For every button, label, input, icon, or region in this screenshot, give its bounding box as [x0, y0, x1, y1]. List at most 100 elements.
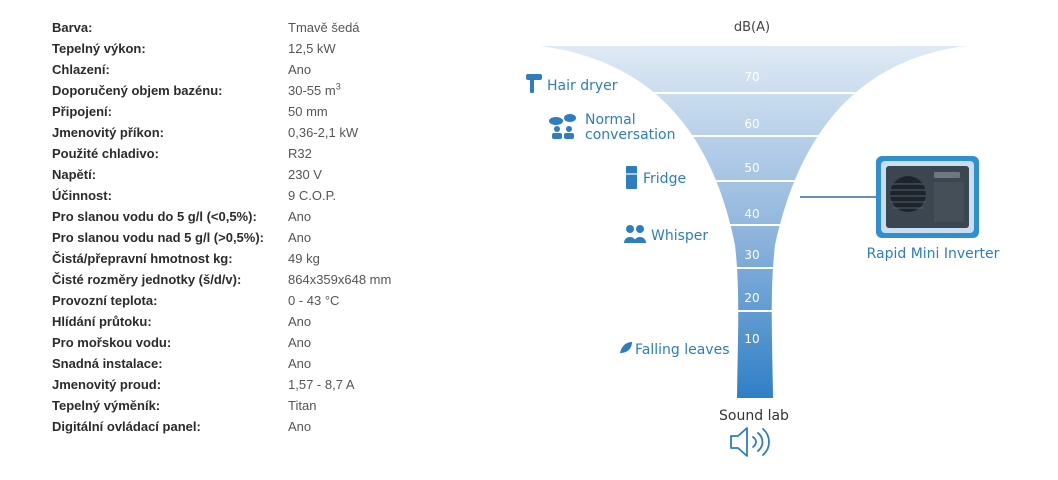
level-label: 20 — [744, 291, 759, 305]
spec-label: Jmenovitý proud: — [52, 377, 162, 392]
spec-value-text: Ano — [288, 209, 312, 224]
spec-value-text: 0 - 43 °C — [288, 293, 340, 308]
spec-row: Hlídání průtoku: Ano — [52, 311, 472, 332]
spec-label: Barva: — [52, 20, 93, 35]
product-name: Rapid Mini Inverter — [867, 246, 1000, 262]
spec-label: Jmenovitý příkon: — [52, 125, 164, 140]
spec-value: 230 V — [288, 164, 322, 185]
spec-label: Tepelný výměník: — [52, 398, 161, 413]
spec-label: Snadná instalace: — [52, 356, 163, 371]
spec-label: Připojení: — [52, 104, 112, 119]
spec-value-text: 12,5 kW — [288, 41, 336, 56]
speaker-icon — [730, 427, 770, 457]
spec-value: Ano — [288, 332, 311, 353]
spec-label: Čisté rozměry jednotky (š/d/v): — [52, 272, 242, 287]
spec-row: Digitální ovládací panel: Ano — [52, 416, 472, 437]
spec-value-text: Ano — [288, 62, 312, 77]
spec-label: Napětí: — [52, 167, 97, 182]
spec-value-text: 49 kg — [288, 251, 320, 266]
spec-value: R32 — [288, 143, 312, 164]
fridge-label: Fridge — [643, 171, 686, 187]
spec-value: 12,5 kW — [288, 38, 336, 59]
spec-value: Tmavě šedá — [288, 17, 360, 38]
spec-value-text: Ano — [288, 314, 312, 329]
spec-value: Ano — [288, 227, 311, 248]
spec-value-text: R32 — [288, 146, 312, 161]
spec-label: Chlazení: — [52, 62, 110, 77]
spec-row: Pro mořskou vodu: Ano — [52, 332, 472, 353]
spec-value: 50 mm — [288, 101, 328, 122]
spec-value-text: 230 V — [288, 167, 322, 182]
spec-label: Pro slanou vodu do 5 g/l (<0,5%): — [52, 209, 257, 224]
spec-row: Snadná instalace: Ano — [52, 353, 472, 374]
spec-value-text: 9 C.O.P. — [288, 188, 337, 203]
unit-label: dB(A) — [734, 20, 770, 35]
spec-value: 49 kg — [288, 248, 320, 269]
spec-label: Hlídání průtoku: — [52, 314, 152, 329]
spec-label: Pro mořskou vodu: — [52, 335, 172, 350]
spec-value-text: 864x359x648 mm — [288, 272, 392, 287]
spec-row: Připojení: 50 mm — [52, 101, 472, 122]
spec-label: Použité chladivo: — [52, 146, 159, 161]
level-dividers — [630, 92, 868, 312]
level-label: 30 — [744, 248, 759, 262]
spec-value: Ano — [288, 353, 311, 374]
spec-value-text: Ano — [288, 230, 312, 245]
spec-value: 9 C.O.P. — [288, 185, 336, 206]
falling-leaves-label: Falling leaves — [635, 342, 730, 358]
spec-value-text: Ano — [288, 335, 312, 350]
fridge-icon — [626, 166, 637, 189]
spec-value: 1,57 - 8,7 A — [288, 374, 355, 395]
heat-pump-image — [876, 156, 979, 238]
spec-value-text: Ano — [288, 419, 312, 434]
spec-value: Ano — [288, 206, 311, 227]
spec-value-text: Tmavě šedá — [288, 20, 360, 35]
hair-dryer-icon — [526, 74, 542, 93]
spec-label: Tepelný výkon: — [52, 41, 146, 56]
spec-value: Ano — [288, 59, 311, 80]
spec-label: Čistá/přepravní hmotnost kg: — [52, 251, 233, 266]
spec-row: Jmenovitý příkon: 0,36-2,1 kW — [52, 122, 472, 143]
spec-label: Účinnost: — [52, 188, 112, 203]
spec-row: Doporučený objem bazénu: 30-55 m3 — [52, 80, 472, 101]
spec-row: Čistá/přepravní hmotnost kg: 49 kg — [52, 248, 472, 269]
level-label: 40 — [744, 207, 759, 221]
spec-row: Chlazení: Ano — [52, 59, 472, 80]
level-label: 10 — [744, 332, 759, 346]
spec-value-text: 50 mm — [288, 104, 328, 119]
level-label: 70 — [744, 70, 759, 84]
spec-value-text: Ano — [288, 356, 312, 371]
spec-row: Jmenovitý proud: 1,57 - 8,7 A — [52, 374, 472, 395]
conversation-label-line1: Normal — [585, 112, 636, 128]
spec-label: Provozní teplota: — [52, 293, 158, 308]
spec-value: 0 - 43 °C — [288, 290, 339, 311]
conversation-icon — [549, 114, 576, 139]
whisper-icon — [624, 225, 646, 243]
spec-value-text: 0,36-2,1 kW — [288, 125, 359, 140]
spec-value: 0,36-2,1 kW — [288, 122, 358, 143]
noise-funnel — [540, 46, 965, 398]
sound-lab-label: Sound lab — [719, 408, 789, 424]
spec-value: 30-55 m3 — [288, 80, 341, 101]
hair-dryer-label: Hair dryer — [547, 78, 618, 94]
spec-row: Účinnost: 9 C.O.P. — [52, 185, 472, 206]
spec-value: 864x359x648 mm — [288, 269, 391, 290]
spec-value: Titan — [288, 395, 316, 416]
spec-row: Barva: Tmavě šedá — [52, 17, 472, 38]
spec-table: Barva: Tmavě šedá Tepelný výkon: 12,5 kW Chl… — [52, 17, 472, 437]
spec-row: Pro slanou vodu do 5 g/l (<0,5%): Ano — [52, 206, 472, 227]
spec-value-text: 1,57 - 8,7 A — [288, 377, 355, 392]
spec-value-superscript: 3 — [335, 81, 341, 92]
spec-row: Čisté rozměry jednotky (š/d/v): 864x359x6… — [52, 269, 472, 290]
spec-row: Pro slanou vodu nad 5 g/l (>0,5%): Ano — [52, 227, 472, 248]
spec-label: Doporučený objem bazénu: — [52, 83, 223, 98]
level-label: 60 — [744, 117, 759, 131]
leaf-icon — [620, 342, 632, 353]
spec-row: Napětí: 230 V — [52, 164, 472, 185]
spec-value: Ano — [288, 311, 311, 332]
level-label: 50 — [744, 161, 759, 175]
spec-value-text: 30-55 m — [288, 83, 336, 98]
spec-row: Tepelný výkon: 12,5 kW — [52, 38, 472, 59]
whisper-label: Whisper — [651, 228, 708, 244]
